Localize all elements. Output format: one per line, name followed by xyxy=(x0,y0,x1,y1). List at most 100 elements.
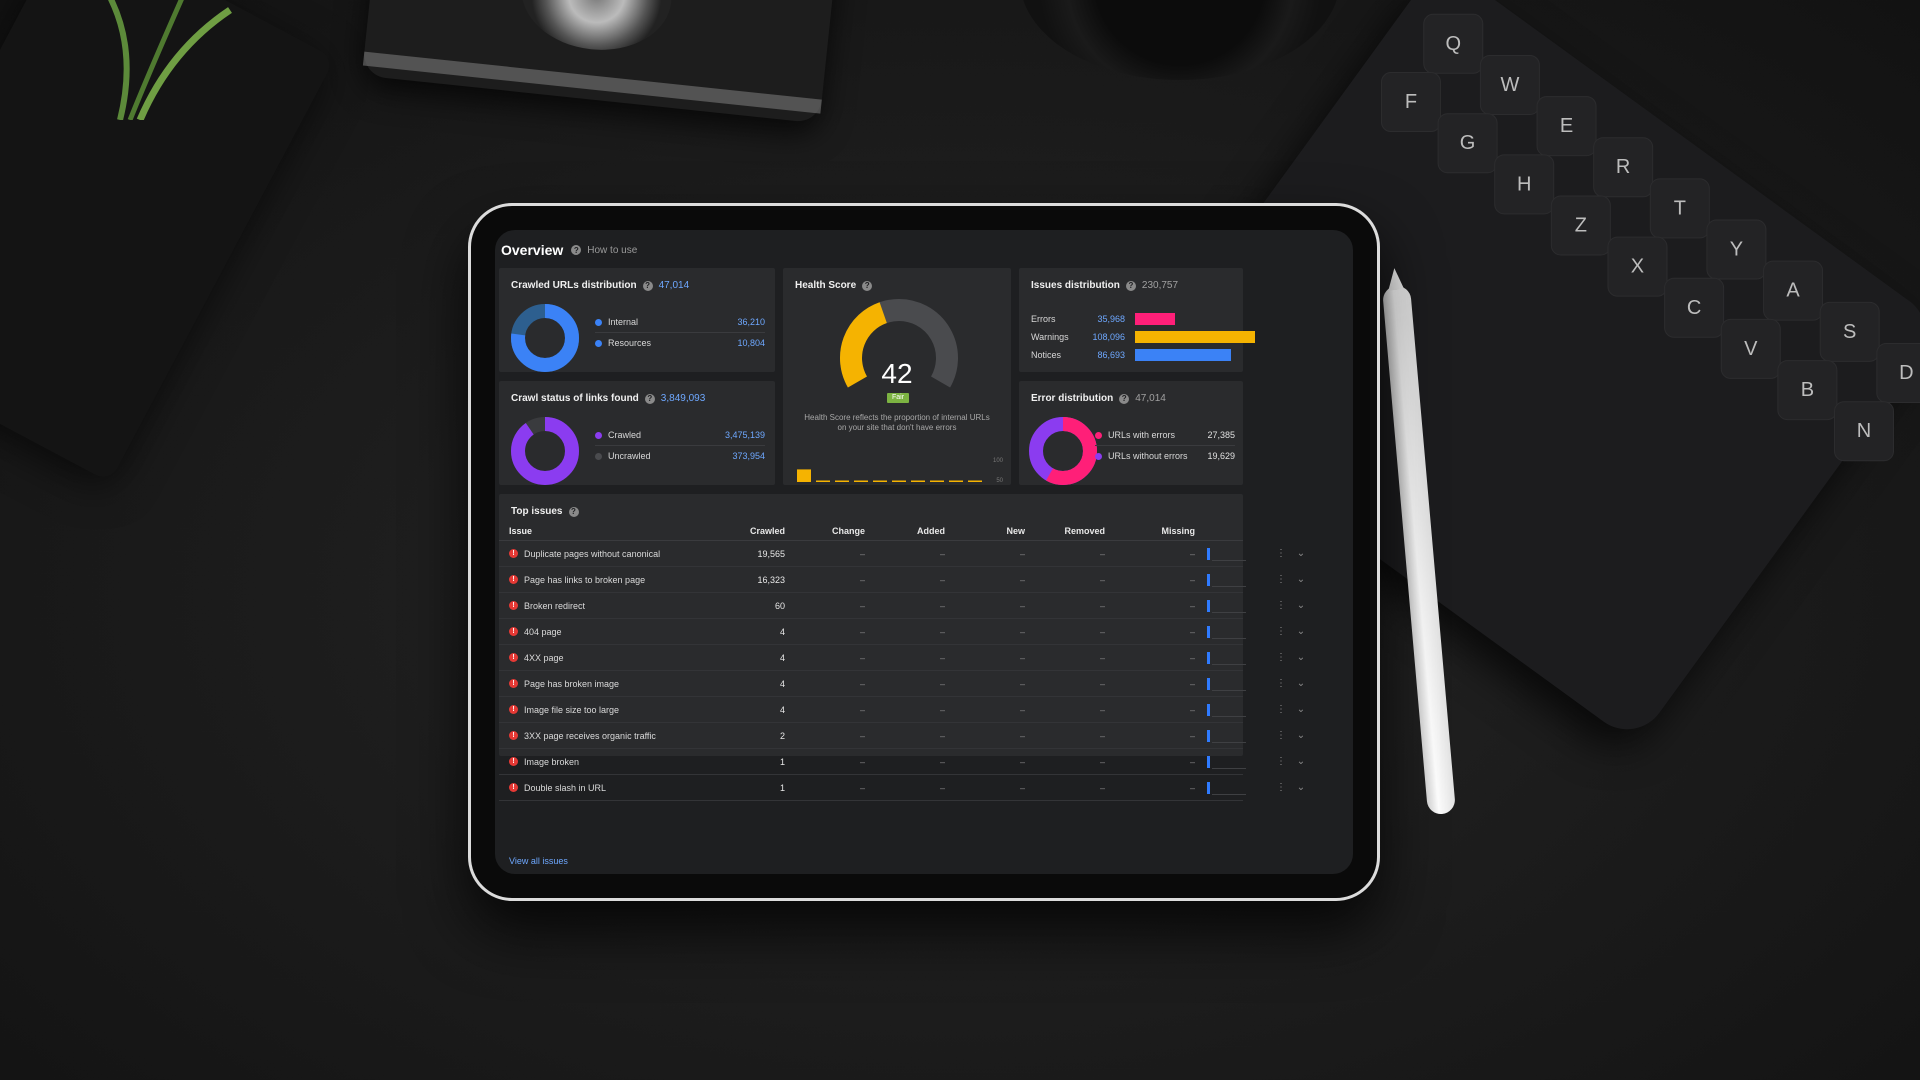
info-icon[interactable]: ? xyxy=(644,393,655,404)
table-row[interactable]: ! 3XX page receives organic traffic 2 – – – – –… xyxy=(499,723,1305,749)
more-options-icon[interactable]: ⋮ xyxy=(1276,678,1286,689)
info-icon[interactable]: ? xyxy=(1125,280,1136,291)
legend-row-urls-without-errors[interactable]: URLs without errors 19,629 xyxy=(1095,446,1235,466)
issue-cell[interactable]: ! Duplicate pages without canonical xyxy=(499,549,721,559)
keyboard-key: B xyxy=(1777,360,1838,421)
issue-row-notices[interactable]: Notices 86,693 xyxy=(1031,348,1291,362)
new-value: – xyxy=(1019,600,1025,611)
info-icon[interactable]: ? xyxy=(642,280,653,291)
donut-internal-slice xyxy=(511,304,579,372)
added-value: – xyxy=(939,548,945,559)
error-icon: ! xyxy=(509,601,518,610)
issue-cell[interactable]: ! 3XX page receives organic traffic xyxy=(499,731,721,741)
chevron-down-icon[interactable]: ⌄ xyxy=(1296,548,1306,559)
table-row[interactable]: ! Duplicate pages without canonical 19,565… xyxy=(499,541,1305,567)
missing-value: – xyxy=(1189,626,1195,637)
history-bar xyxy=(930,480,944,482)
more-options-icon[interactable]: ⋮ xyxy=(1276,574,1286,585)
removed-value: – xyxy=(1099,756,1105,767)
chevron-down-icon[interactable]: ⌄ xyxy=(1296,600,1306,611)
issue-name: Page has links to broken page xyxy=(524,574,646,585)
legend-row-internal[interactable]: Internal 36,210 xyxy=(595,312,765,333)
keyboard-key: Y xyxy=(1706,219,1767,280)
keyboard-key: V xyxy=(1720,318,1781,379)
history-axis-100: 100 xyxy=(992,458,1003,464)
table-row[interactable]: ! Image broken 1 – – – – – ⋮ ⌄ xyxy=(499,749,1305,775)
chevron-down-icon[interactable]: ⌄ xyxy=(1296,756,1306,767)
issue-cell[interactable]: ! Image broken xyxy=(499,757,721,767)
info-icon[interactable]: ? xyxy=(1119,393,1130,404)
col-crawled[interactable]: Crawled xyxy=(749,526,785,536)
issue-row-errors[interactable]: Errors 35,968 xyxy=(1031,312,1291,326)
more-options-icon[interactable]: ⋮ xyxy=(1276,782,1286,793)
chevron-down-icon[interactable]: ⌄ xyxy=(1296,782,1306,793)
more-options-icon[interactable]: ⋮ xyxy=(1276,704,1286,715)
col-change[interactable]: Change xyxy=(831,526,865,536)
how-to-use-link[interactable]: ? How to use xyxy=(571,245,637,256)
keyboard-key: F xyxy=(1380,72,1441,133)
crawled-urls-card: Crawled URLs distribution ? 47,014 Inter… xyxy=(499,268,775,372)
table-row[interactable]: ! 404 page 4 – – – – – ⋮ ⌄ xyxy=(499,619,1305,645)
col-missing[interactable]: Missing xyxy=(1161,526,1195,536)
crawled-value: 16,323 xyxy=(757,574,785,585)
new-value: – xyxy=(1019,574,1025,585)
issue-cell[interactable]: ! Double slash in URL xyxy=(499,783,721,793)
keyboard-key: N xyxy=(1834,401,1895,462)
col-removed[interactable]: Removed xyxy=(1064,526,1105,536)
table-row[interactable]: ! Broken redirect 60 – – – – – ⋮ ⌄ xyxy=(499,593,1305,619)
issue-cell[interactable]: ! Image file size too large xyxy=(499,705,721,715)
chevron-down-icon[interactable]: ⌄ xyxy=(1296,704,1306,715)
legend-row-crawled[interactable]: Crawled 3,475,139 xyxy=(595,425,765,446)
removed-value: – xyxy=(1099,626,1105,637)
col-issue[interactable]: Issue xyxy=(509,526,533,536)
col-new[interactable]: New xyxy=(1006,526,1025,536)
chevron-down-icon[interactable]: ⌄ xyxy=(1296,574,1306,585)
keyboard-key: W xyxy=(1479,54,1540,115)
more-options-icon[interactable]: ⋮ xyxy=(1276,626,1286,637)
chevron-down-icon[interactable]: ⌄ xyxy=(1296,678,1306,689)
more-options-icon[interactable]: ⋮ xyxy=(1276,652,1286,663)
keyboard-key: Q xyxy=(1423,13,1484,74)
added-value: – xyxy=(939,600,945,611)
legend-row-resources[interactable]: Resources 10,804 xyxy=(595,333,765,353)
more-options-icon[interactable]: ⋮ xyxy=(1276,730,1286,741)
issue-cell[interactable]: ! 404 page xyxy=(499,627,721,637)
view-all-issues-link[interactable]: View all issues xyxy=(509,856,568,866)
added-value: – xyxy=(939,704,945,715)
issue-row-warnings[interactable]: Warnings 108,096 xyxy=(1031,330,1291,344)
trend-sparkline xyxy=(1201,573,1271,587)
legend-row-uncrawled[interactable]: Uncrawled 373,954 xyxy=(595,446,765,466)
chevron-down-icon[interactable]: ⌄ xyxy=(1296,626,1306,637)
table-row[interactable]: ! Image file size too large 4 – – – – – ⋮ ⌄ xyxy=(499,697,1305,723)
crawled-urls-donut xyxy=(511,304,579,372)
info-icon[interactable]: ? xyxy=(862,280,873,291)
more-options-icon[interactable]: ⋮ xyxy=(1276,600,1286,611)
table-row[interactable]: ! 4XX page 4 – – – – – ⋮ ⌄ xyxy=(499,645,1305,671)
table-row[interactable]: ! Double slash in URL 1 – – – – – ⋮ ⌄ xyxy=(499,775,1305,801)
added-value: – xyxy=(939,652,945,663)
table-row[interactable]: ! Page has links to broken page 16,323 – – – –… xyxy=(499,567,1305,593)
health-score-history-chart xyxy=(797,469,982,482)
more-options-icon[interactable]: ⋮ xyxy=(1276,548,1286,559)
info-icon[interactable]: ? xyxy=(568,506,579,517)
added-value: – xyxy=(939,626,945,637)
added-value: – xyxy=(939,730,945,741)
crawl-status-count: 3,849,093 xyxy=(660,393,706,404)
tablet-device: Overview ? How to use Crawled URLs distr… xyxy=(468,203,1380,901)
issue-cell[interactable]: ! Page has links to broken page xyxy=(499,575,721,585)
history-bar xyxy=(873,480,887,482)
issue-cell[interactable]: ! 4XX page xyxy=(499,653,721,663)
error-icon: ! xyxy=(509,679,518,688)
issue-cell[interactable]: ! Broken redirect xyxy=(499,601,721,611)
chevron-down-icon[interactable]: ⌄ xyxy=(1296,652,1306,663)
more-options-icon[interactable]: ⋮ xyxy=(1276,756,1286,767)
new-value: – xyxy=(1019,678,1025,689)
col-added[interactable]: Added xyxy=(917,526,945,536)
keyboard-key: E xyxy=(1536,96,1597,157)
keyboard-key: A xyxy=(1763,260,1824,321)
chevron-down-icon[interactable]: ⌄ xyxy=(1296,730,1306,741)
issue-cell[interactable]: ! Page has broken image xyxy=(499,679,721,689)
legend-row-urls-with-errors[interactable]: URLs with errors 27,385 xyxy=(1095,425,1235,446)
table-row[interactable]: ! Page has broken image 4 – – – – – ⋮ ⌄ xyxy=(499,671,1305,697)
trend-sparkline xyxy=(1201,781,1271,795)
